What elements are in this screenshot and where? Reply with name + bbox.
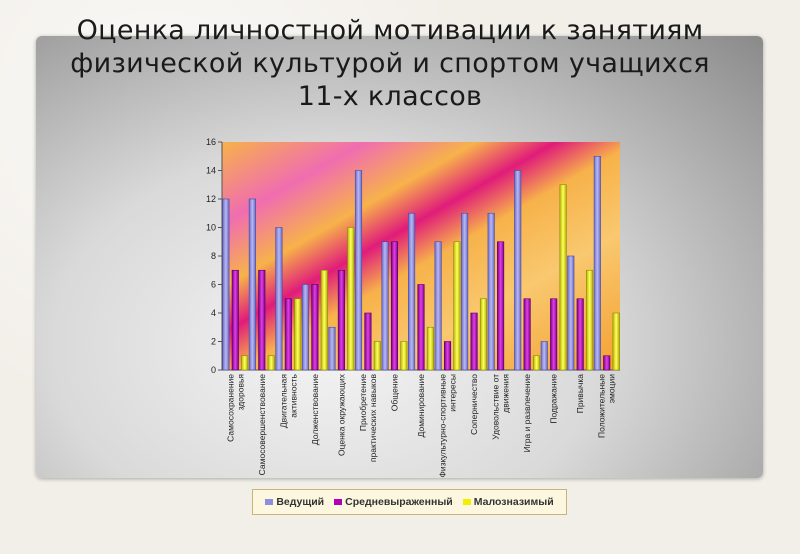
bar-series-2-cat-3 bbox=[284, 298, 292, 371]
y-tick-label: 2 bbox=[211, 337, 216, 347]
x-tick-label: Удовольствие отдвижения bbox=[491, 374, 511, 440]
x-tick-label: Приобретениепрактических навыков bbox=[358, 374, 378, 463]
x-tick-label: Положительныеэмоции bbox=[597, 374, 617, 438]
bar-series-2-cat-10 bbox=[470, 312, 478, 371]
x-tick-label: Соперничество bbox=[469, 374, 479, 435]
bar-series-1-cat-12 bbox=[514, 170, 522, 371]
x-tick-label: Физкультурно-спортивныеинтересы bbox=[438, 374, 458, 478]
legend-label-2: Средневыраженный bbox=[345, 496, 453, 508]
bar-series-2-cat-13 bbox=[550, 298, 558, 371]
chart-legend: Ведущий Средневыраженный Малозназимый bbox=[252, 489, 567, 515]
x-tick-label: Оценка окружающих bbox=[336, 373, 346, 456]
bar-series-3-cat-2 bbox=[267, 355, 275, 371]
bar-series-1-cat-6 bbox=[354, 170, 363, 371]
bar-series-2-cat-1 bbox=[231, 269, 239, 371]
legend-label-3: Малозназимый bbox=[473, 496, 554, 508]
bar-series-3-cat-13 bbox=[559, 184, 567, 371]
y-tick-label: 14 bbox=[206, 166, 216, 176]
bar-series-1-cat-11 bbox=[487, 212, 495, 371]
bar-series-2-cat-11 bbox=[497, 241, 505, 371]
x-tick-label: Игра и развлечение bbox=[522, 374, 532, 453]
bar-series-2-cat-8 bbox=[417, 284, 425, 371]
bar-series-3-cat-3 bbox=[294, 298, 302, 371]
bar-series-3-cat-6 bbox=[373, 341, 381, 371]
y-tick-label: 10 bbox=[206, 223, 216, 233]
x-tick-label: Долженствование bbox=[310, 374, 320, 445]
legend-swatch-purple-icon bbox=[334, 499, 343, 505]
bar-series-2-cat-2 bbox=[258, 269, 266, 371]
bar-series-1-cat-14 bbox=[567, 255, 575, 371]
bar-series-2-cat-6 bbox=[364, 312, 372, 371]
y-tick-label: 8 bbox=[211, 251, 216, 261]
legend-item-series-2: Средневыраженный bbox=[334, 496, 453, 508]
bar-series-3-cat-14 bbox=[586, 269, 594, 371]
bar-series-2-cat-4 bbox=[311, 284, 319, 371]
x-tick-label: Двигательнаяактивность bbox=[278, 373, 298, 428]
bar-series-3-cat-4 bbox=[320, 269, 328, 371]
bar-series-3-cat-5 bbox=[347, 227, 355, 371]
legend-swatch-blue-icon bbox=[265, 499, 274, 505]
bar-series-2-cat-7 bbox=[390, 241, 399, 371]
bar-series-1-cat-2 bbox=[248, 198, 256, 371]
title-line-3: 11-х классов bbox=[297, 81, 483, 112]
y-tick-label: 4 bbox=[211, 308, 216, 318]
legend-label-1: Ведущий bbox=[276, 496, 325, 508]
y-tick-label: 6 bbox=[211, 280, 216, 290]
title-line-1: Оценка личностной мотивации к занятиям bbox=[76, 15, 704, 46]
bar-series-1-cat-7 bbox=[381, 241, 389, 371]
bar-series-3-cat-15 bbox=[612, 312, 620, 371]
x-tick-label: Общение bbox=[389, 374, 399, 412]
bar-series-2-cat-15 bbox=[603, 355, 611, 371]
y-tick-label: 16 bbox=[206, 137, 216, 147]
bar-series-1-cat-15 bbox=[593, 155, 601, 371]
bar-series-3-cat-10 bbox=[479, 298, 488, 371]
bar-series-3-cat-7 bbox=[400, 341, 408, 371]
slide-title: Оценка личностной мотивации к занятиям ф… bbox=[70, 14, 710, 113]
bar-series-1-cat-10 bbox=[461, 212, 469, 371]
bar-series-1-cat-3 bbox=[275, 227, 283, 371]
bar-series-1-cat-1 bbox=[222, 198, 230, 371]
bar-series-1-cat-5 bbox=[328, 326, 336, 371]
x-tick-label: Привычка bbox=[575, 374, 585, 414]
x-tick-label: Самосохранениездоровья bbox=[225, 374, 245, 442]
bar-series-2-cat-12 bbox=[523, 298, 531, 371]
bar-series-3-cat-9 bbox=[453, 241, 461, 371]
bar-series-1-cat-4 bbox=[301, 284, 309, 371]
legend-item-series-3: Малозназимый bbox=[462, 496, 554, 508]
y-tick-label: 12 bbox=[206, 194, 216, 204]
bar-series-2-cat-5 bbox=[337, 269, 345, 371]
bar-series-1-cat-8 bbox=[408, 212, 416, 371]
legend-swatch-yellow-icon bbox=[462, 499, 471, 505]
legend-item-series-1: Ведущий bbox=[265, 496, 324, 508]
bar-series-3-cat-8 bbox=[426, 326, 434, 371]
y-tick-label: 0 bbox=[211, 365, 216, 375]
bar-series-1-cat-13 bbox=[540, 341, 548, 371]
bar-series-2-cat-9 bbox=[443, 341, 452, 371]
bar-series-3-cat-12 bbox=[533, 355, 541, 371]
x-tick-label: Подражание bbox=[549, 374, 559, 424]
x-tick-label: Доминирование bbox=[416, 374, 426, 438]
x-tick-label: Самосовершенствование bbox=[257, 374, 267, 476]
bar-series-2-cat-14 bbox=[576, 298, 584, 371]
title-line-2: физической культурой и спортом учащихся bbox=[70, 48, 710, 79]
bar-series-3-cat-1 bbox=[241, 355, 249, 371]
bar-series-1-cat-9 bbox=[434, 241, 442, 371]
